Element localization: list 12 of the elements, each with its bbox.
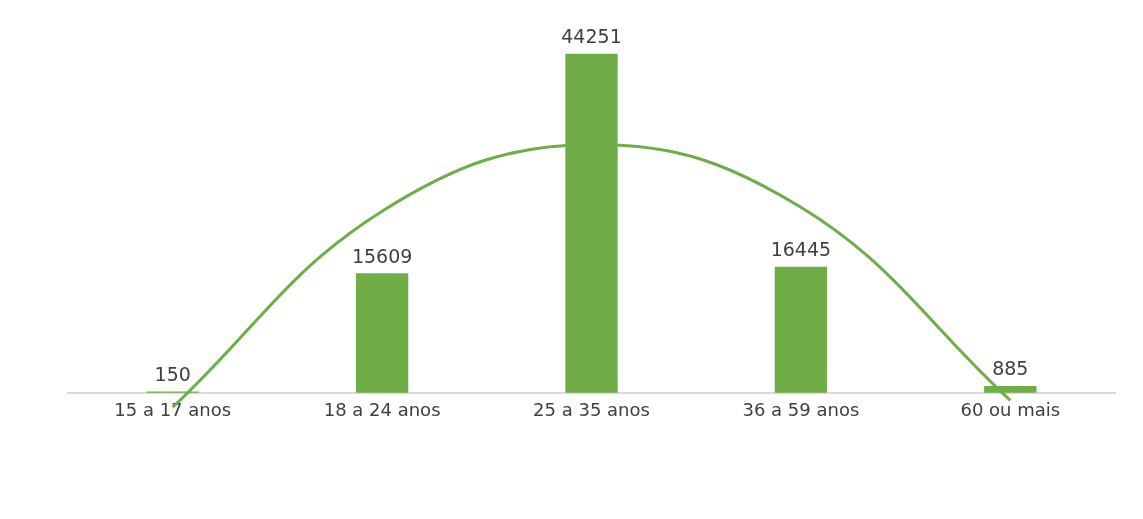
bar [355, 273, 409, 393]
data-label: 150 [154, 362, 191, 385]
data-label: 44251 [561, 25, 622, 48]
x-tick-label: 18 a 24 anos [323, 399, 441, 421]
data-label: 16445 [770, 238, 832, 261]
x-tick-label: 60 ou mais [960, 399, 1061, 421]
data-label: 885 [992, 357, 1029, 380]
x-tick-label: 36 a 59 anos [742, 399, 860, 421]
data-label: 15609 [351, 244, 413, 267]
x-tick-label: 25 a 35 anos [533, 399, 650, 421]
bar [774, 266, 828, 393]
x-tick-label: 15 a 17 anos [114, 399, 232, 421]
